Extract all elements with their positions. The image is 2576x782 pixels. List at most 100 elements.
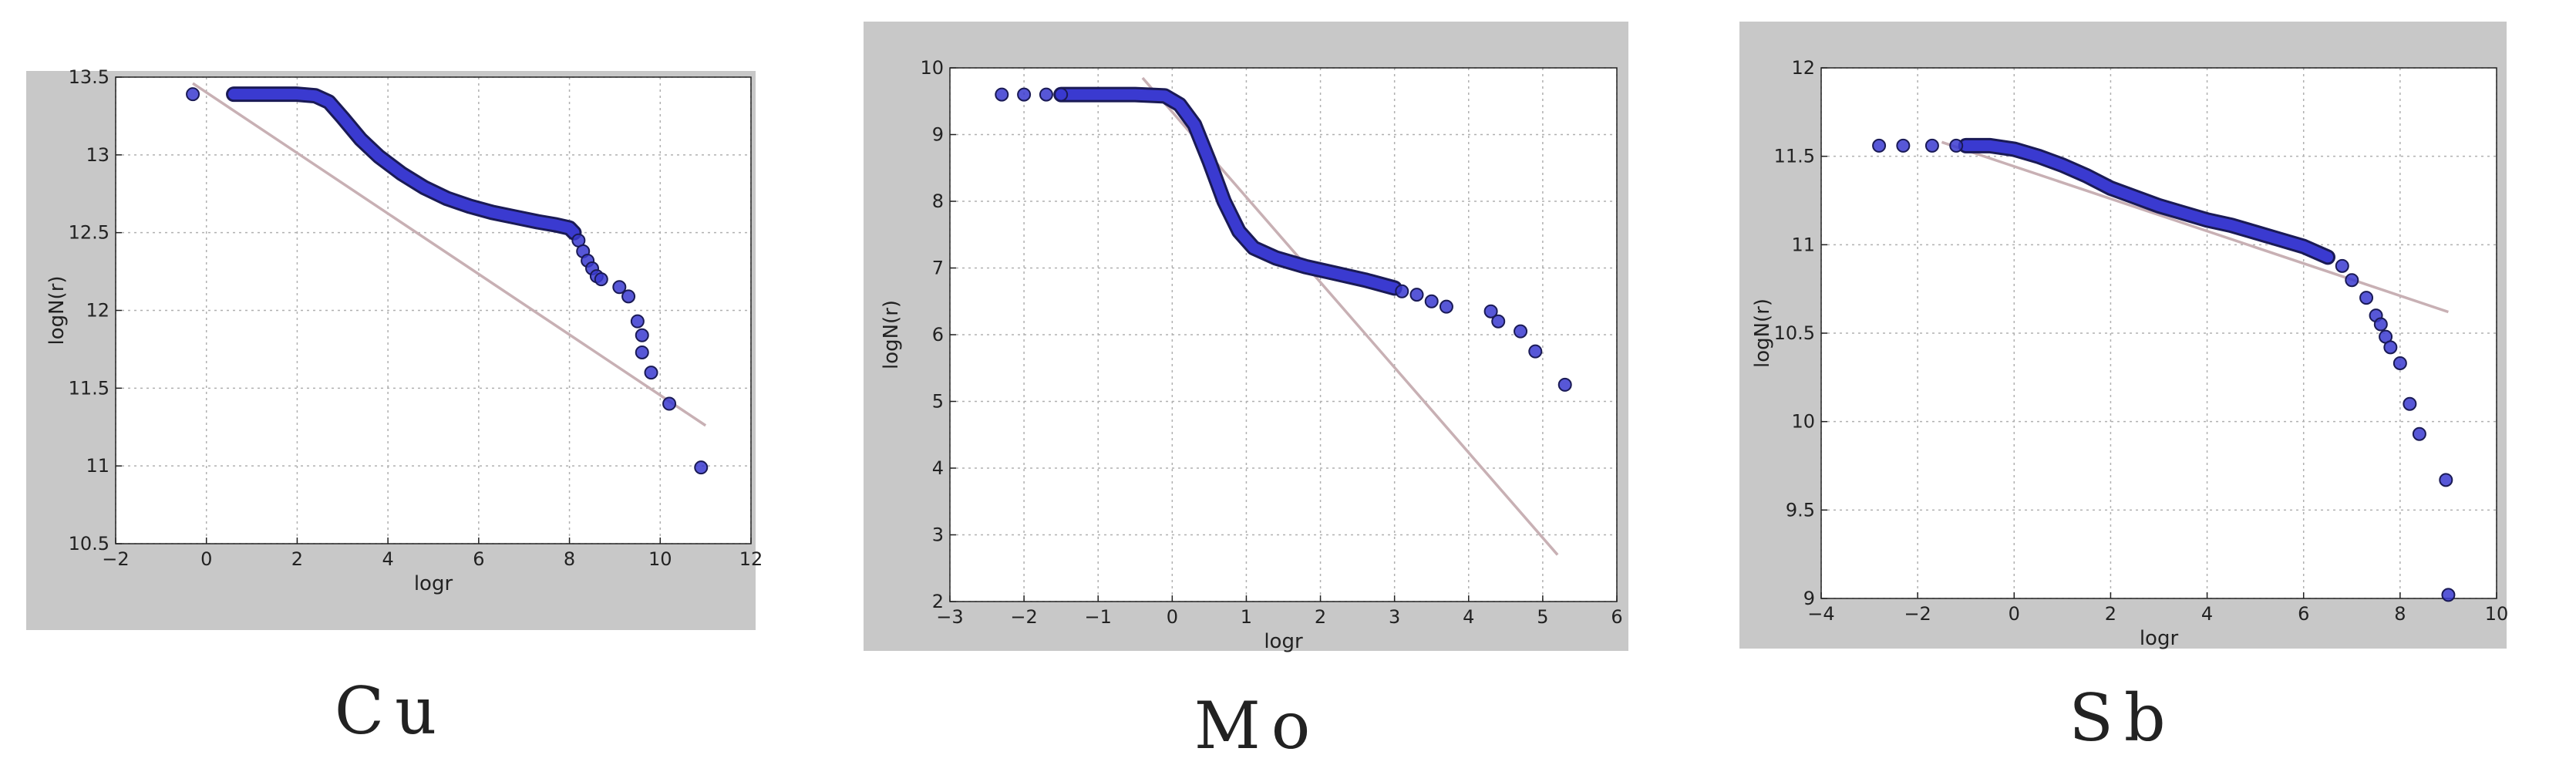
y-tick-label: 9.5: [1786, 499, 1815, 521]
y-tick-label: 11.5: [69, 377, 109, 399]
data-point: [2383, 340, 2398, 355]
data-point: [1039, 87, 1053, 102]
y-tick-label: 8: [932, 190, 944, 212]
y-tick-label: 12: [1791, 57, 1815, 79]
data-point: [1528, 344, 1543, 359]
y-axis-label: logN(r): [1751, 298, 1774, 368]
x-tick-label: 2: [291, 548, 303, 570]
x-tick-label: −3: [936, 606, 963, 628]
data-point: [1395, 284, 1409, 298]
chart-panel-cu: −2 0 2 4 6 8 10 12 10.5 11 11.5 12 12.5 13 13.5 logr log…: [26, 66, 763, 630]
x-tick-label: 4: [382, 548, 394, 570]
data-point: [662, 396, 677, 411]
y-tick-label: 7: [932, 258, 944, 279]
data-point: [186, 87, 200, 102]
chart-panel-mo: −3 −2 −1 0 1 2 3 4 5 6 2 3 4 5 6 7 8 9 10 logr logN(r): [864, 22, 1628, 653]
data-curve: [1056, 89, 1400, 294]
x-tick-label: 6: [473, 548, 484, 570]
y-tick-label: 10: [1791, 411, 1815, 433]
y-tick-label: 11.5: [1774, 146, 1815, 167]
data-point: [594, 272, 608, 287]
y-tick-label: 9: [932, 124, 944, 146]
y-tick-label: 12: [86, 300, 109, 322]
chart-caption-mo: Mo: [1194, 688, 1322, 763]
data-point: [1491, 314, 1506, 329]
data-point: [1896, 138, 1911, 153]
x-axis-label: logr: [2140, 627, 2179, 650]
data-point: [1054, 87, 1069, 102]
x-tick-label: 0: [2009, 603, 2020, 625]
x-tick-label: 0: [200, 548, 212, 570]
x-axis-label: logr: [414, 572, 453, 595]
data-point: [635, 328, 649, 342]
data-point: [2441, 588, 2456, 602]
x-tick-label: 0: [1167, 606, 1178, 628]
y-tick-label: 4: [932, 457, 944, 479]
x-tick-label: −2: [102, 548, 129, 570]
y-tick-label: 6: [932, 324, 944, 345]
y-tick-label: 11: [86, 455, 109, 477]
y-tick-label: 2: [932, 591, 944, 612]
data-point: [644, 366, 658, 380]
chart-caption-sb: Sb: [2069, 680, 2177, 756]
data-point: [1557, 377, 1572, 392]
data-curve: [228, 89, 580, 238]
x-tick-label: 2: [2105, 603, 2116, 625]
data-point: [2412, 426, 2426, 441]
y-tick-label: 3: [932, 524, 944, 546]
y-axis-label: logN(r): [880, 300, 903, 369]
data-point: [1924, 138, 1939, 153]
data-point: [2392, 356, 2407, 370]
data-point: [1424, 294, 1439, 308]
x-tick-label: 6: [2298, 603, 2309, 625]
data-point: [2373, 317, 2388, 332]
data-point: [694, 460, 709, 475]
data-point: [1483, 304, 1498, 319]
y-tick-label: 10.5: [69, 533, 109, 554]
data-point: [2359, 291, 2374, 305]
y-tick-label: 5: [932, 391, 944, 413]
x-axis-label: logr: [1264, 630, 1303, 653]
fit-line: [192, 82, 707, 427]
x-tick-label: 8: [564, 548, 575, 570]
data-point: [2335, 258, 2349, 273]
y-axis-label: logN(r): [45, 275, 69, 345]
data-point: [612, 280, 627, 295]
data-point: [1872, 138, 1887, 153]
data-point: [995, 87, 1009, 102]
data-point: [2345, 273, 2359, 288]
y-tick-label: 11: [1791, 234, 1815, 255]
data-point: [2439, 473, 2453, 487]
x-tick-label: 2: [1315, 606, 1326, 628]
chart-sb: −4 −2 0 2 4 6 8 10 9 9.5 10 10.5 11 11.5 12 logr logN(r): [1751, 57, 2509, 650]
x-tick-label: 8: [2394, 603, 2406, 625]
data-point: [1949, 138, 1964, 153]
x-tick-label: 4: [1463, 606, 1474, 628]
chart-caption-cu: Cu: [334, 673, 448, 749]
x-tick-label: −1: [1085, 606, 1112, 628]
y-tick-label: 12.5: [69, 222, 109, 244]
data-point: [621, 289, 636, 304]
x-tick-label: 4: [2201, 603, 2213, 625]
x-tick-label: 6: [1611, 606, 1622, 628]
x-tick-label: 10: [648, 548, 672, 570]
chart-cu: −2 0 2 4 6 8 10 12 10.5 11 11.5 12 12.5 13 13.5 logr log…: [45, 66, 763, 595]
data-point: [1409, 288, 1424, 302]
x-tick-label: 5: [1537, 606, 1548, 628]
x-tick-label: 3: [1389, 606, 1400, 628]
x-tick-label: 12: [739, 548, 763, 570]
chart-panel-sb: −4 −2 0 2 4 6 8 10 9 9.5 10 10.5 11 11.5 12 logr logN(r): [1739, 22, 2509, 650]
y-tick-label: 10.5: [1774, 322, 1815, 344]
data-point: [2403, 396, 2417, 411]
data-point: [1439, 299, 1453, 314]
data-point: [1514, 324, 1528, 339]
y-tick-label: 13: [86, 144, 109, 166]
x-tick-label: −2: [1010, 606, 1037, 628]
x-tick-label: 1: [1241, 606, 1252, 628]
x-tick-label: 10: [2485, 603, 2509, 625]
x-tick-label: −4: [1807, 603, 1834, 625]
chart-mo: −3 −2 −1 0 1 2 3 4 5 6 2 3 4 5 6 7 8 9 10 logr logN(r): [880, 57, 1623, 653]
fit-line: [1941, 140, 2449, 314]
data-point: [635, 345, 649, 359]
y-tick-label: 13.5: [69, 66, 109, 88]
